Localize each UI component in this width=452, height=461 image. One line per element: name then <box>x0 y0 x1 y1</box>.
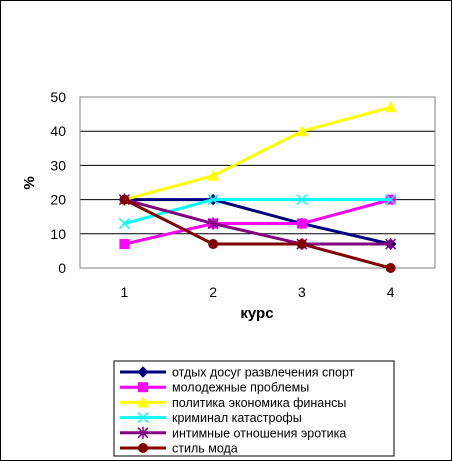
series-line <box>123 198 391 246</box>
data-point <box>137 396 149 408</box>
series-layer <box>118 101 397 273</box>
legend-label: политика экономика финансы <box>172 396 346 410</box>
x-tick-label: 3 <box>298 284 306 300</box>
data-point <box>138 443 148 453</box>
data-point <box>118 218 130 230</box>
y-tick-label: 10 <box>50 226 66 242</box>
y-axis-title: % <box>21 176 38 189</box>
data-point <box>296 239 307 250</box>
data-point <box>296 218 307 229</box>
legend-label: молодежные проблемы <box>172 381 309 395</box>
x-tick-label: 2 <box>209 284 217 300</box>
data-point <box>119 194 130 205</box>
x-tick-label: 4 <box>387 284 395 300</box>
y-tick-label: 50 <box>50 89 66 105</box>
y-tick-label: 0 <box>58 260 66 276</box>
legend-entry: криминал катастрофы <box>120 411 302 425</box>
data-point <box>385 238 397 251</box>
data-point <box>296 194 308 206</box>
data-point <box>137 412 149 424</box>
legend-entry: молодежные проблемы <box>120 381 309 395</box>
series-6 <box>119 194 396 273</box>
x-tick-label: 1 <box>120 284 128 300</box>
legend-label: криминал катастрофы <box>172 411 302 425</box>
data-point <box>207 169 220 181</box>
series-line <box>124 198 391 246</box>
series-line <box>124 198 392 246</box>
y-tick-labels: 0 10 20 30 40 50 <box>50 89 66 276</box>
legend-label: стиль мода <box>172 442 238 456</box>
data-point <box>385 194 397 206</box>
series-3 <box>118 101 397 205</box>
y-tick-label: 40 <box>50 123 66 139</box>
y-tick-label: 30 <box>50 157 66 173</box>
legend-entry: отдых досуг развлечения спорт <box>120 366 355 380</box>
legend-entry: интимные отношения эротика <box>120 426 346 440</box>
plot-area <box>79 96 436 269</box>
data-point <box>385 263 396 273</box>
data-point <box>207 194 219 206</box>
legend-label: отдых досуг развлечения спорт <box>172 366 355 380</box>
legend-entry: стиль мода <box>120 442 238 456</box>
x-axis-title: курс <box>240 305 273 322</box>
legend-box <box>113 360 395 457</box>
y-tick-label: 20 <box>50 192 66 208</box>
data-point <box>207 217 219 230</box>
series-line <box>123 105 392 202</box>
data-point <box>208 239 219 250</box>
data-point <box>137 426 149 439</box>
legend-label: интимные отношения эротика <box>172 426 346 440</box>
gridlines <box>80 130 435 235</box>
data-point <box>137 366 149 378</box>
data-point <box>384 101 397 113</box>
data-point <box>138 382 148 393</box>
series-2 <box>119 194 396 250</box>
legend: отдых досуг развлечения спортмолодежные … <box>113 360 395 457</box>
data-point <box>119 239 130 250</box>
data-point <box>295 125 308 137</box>
series-1 <box>118 193 397 250</box>
x-tick-labels: 1 2 3 4 <box>120 284 394 300</box>
series-5 <box>118 193 397 251</box>
legend-entry: политика экономика финансы <box>120 396 346 410</box>
series-line <box>123 198 392 270</box>
